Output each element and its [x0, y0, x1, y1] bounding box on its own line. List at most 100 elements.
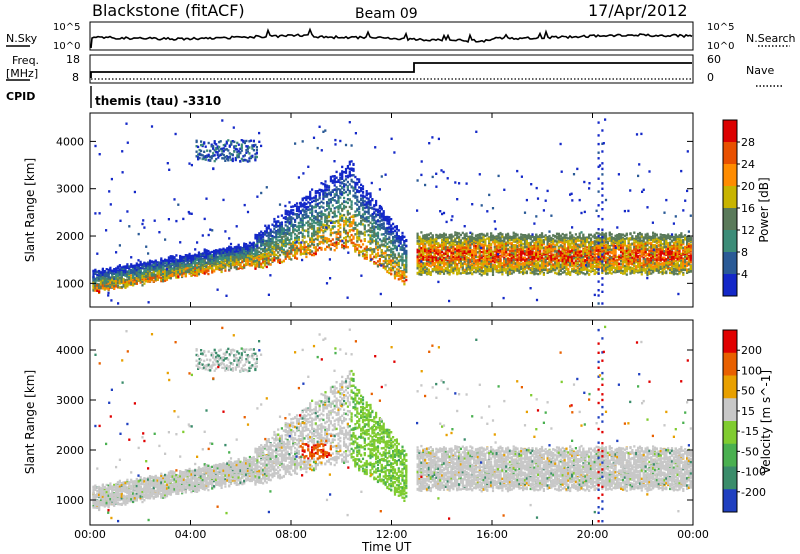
power-cell [102, 268, 104, 270]
power-cell [126, 263, 128, 265]
power-cell [388, 216, 390, 218]
power-cell [283, 235, 285, 237]
power-cell [328, 216, 330, 218]
power-cell [115, 270, 117, 272]
power-cell [305, 208, 307, 210]
power-cell [364, 217, 366, 219]
power-cell [198, 270, 200, 272]
power-cell [386, 238, 388, 240]
power-cell [426, 249, 428, 251]
power-cell [160, 277, 162, 279]
power-cell [428, 271, 430, 273]
power-cell [222, 199, 224, 201]
power-cell [298, 210, 300, 212]
power-cell [379, 210, 381, 212]
power-cell [394, 253, 396, 255]
power-cell [360, 199, 362, 201]
power-cell [368, 234, 370, 236]
power-cell [290, 216, 292, 218]
power-cell [296, 230, 298, 232]
power-cell [332, 226, 334, 228]
power-cell [270, 251, 272, 253]
power-cell [424, 270, 426, 272]
power-cell [285, 235, 287, 237]
power-cell [236, 263, 238, 265]
power-cell [352, 229, 354, 231]
power-cell [319, 215, 321, 217]
power-cell [262, 236, 264, 238]
power-cell [285, 213, 287, 215]
power-cell [249, 242, 251, 244]
power-cell [147, 252, 149, 254]
power-cell [196, 274, 198, 276]
power-cell [285, 224, 287, 226]
power-cell [418, 247, 420, 249]
power-cell [417, 260, 419, 262]
power-cell [336, 202, 338, 204]
power-cell [381, 249, 383, 251]
power-cell [260, 252, 262, 254]
power-cell [417, 179, 419, 181]
power-cell [179, 271, 181, 273]
power-cell [326, 185, 328, 187]
power-cell [245, 248, 247, 250]
power-cell [345, 168, 347, 170]
power-cell [320, 205, 322, 207]
power-cell [394, 239, 396, 241]
power-cell [140, 274, 142, 276]
power-cell [381, 240, 383, 242]
power-cell [424, 248, 426, 250]
power-cell [115, 285, 117, 287]
power-cell [226, 248, 228, 250]
power-cell [224, 259, 226, 261]
power-cell [221, 257, 223, 259]
power-cell [258, 255, 260, 257]
power-cell [326, 205, 328, 207]
power-cell [166, 277, 168, 279]
power-cell [275, 241, 277, 243]
power-cell [319, 235, 321, 237]
power-cell [200, 264, 202, 266]
power-cell [349, 212, 351, 214]
power-cell [377, 214, 379, 216]
power-cell [428, 252, 430, 254]
power-cell [234, 253, 236, 255]
power-cell [170, 272, 172, 274]
power-cell [381, 175, 383, 177]
power-cell [185, 270, 187, 272]
power-cell [130, 277, 132, 279]
power-cell [183, 256, 185, 258]
power-cell [383, 260, 385, 262]
power-cell [224, 265, 226, 267]
power-cell [418, 266, 420, 268]
power-cell [356, 209, 358, 211]
power-cell [254, 260, 256, 262]
power-cell [273, 257, 275, 259]
power-cell [104, 280, 106, 282]
power-cell [375, 226, 377, 228]
power-cell [198, 255, 200, 257]
power-cell [320, 201, 322, 203]
power-cell [207, 250, 209, 252]
power-cell [196, 262, 198, 264]
power-cell [336, 171, 338, 173]
power-cell [294, 249, 296, 251]
power-cell [388, 261, 390, 263]
power-cell [155, 264, 157, 266]
power-cell [266, 186, 268, 188]
power-cell [430, 271, 432, 273]
power-cell [194, 272, 196, 274]
power-cell [345, 246, 347, 248]
power-cell [134, 272, 136, 274]
power-cell [262, 249, 264, 251]
power-cell [198, 259, 200, 261]
power-cell [392, 267, 394, 269]
power-cell [181, 275, 183, 277]
power-cell [324, 129, 326, 131]
power-cell [285, 216, 287, 218]
power-cell [303, 236, 305, 238]
power-cell [317, 223, 319, 225]
power-cell [307, 209, 309, 211]
power-cell [315, 195, 317, 197]
power-cell [215, 252, 217, 254]
